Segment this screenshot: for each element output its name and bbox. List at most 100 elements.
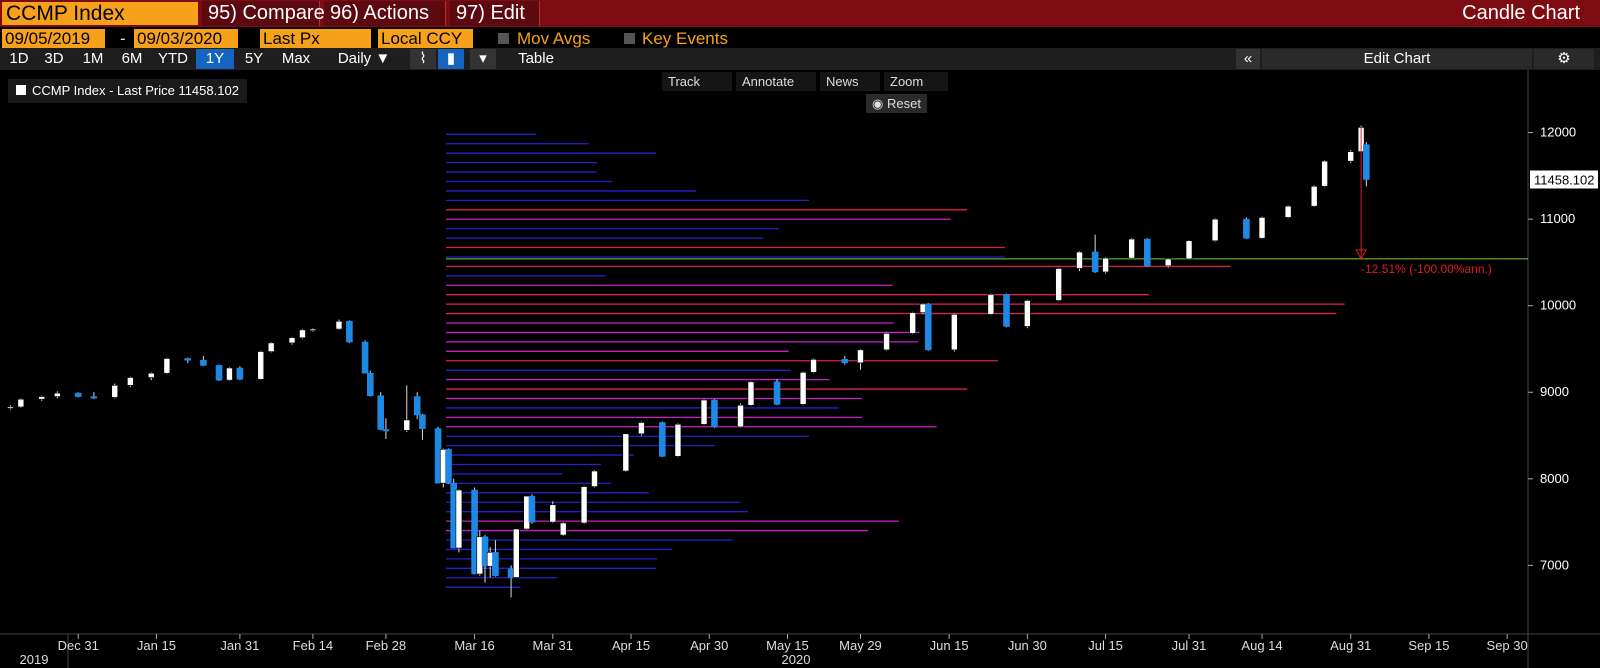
edit-button[interactable]: 97) Edit — [450, 1, 540, 26]
line-icon[interactable]: ⌇ — [410, 49, 436, 69]
candle-body — [413, 396, 421, 416]
candle-body — [200, 359, 207, 366]
x-tick-label: Feb 14 — [293, 638, 333, 653]
candle-body — [54, 392, 61, 397]
ticker-field[interactable]: CCMP Index — [2, 2, 198, 25]
period-button[interactable]: 6M — [121, 50, 143, 67]
candle-body — [382, 429, 390, 432]
x-tick-label: Sep 15 — [1408, 638, 1449, 653]
start-date[interactable]: 09/05/2019 — [2, 29, 105, 48]
candle-body — [38, 396, 46, 400]
table-button[interactable]: Table — [518, 50, 554, 67]
checkbox[interactable] — [624, 33, 635, 44]
x-tick-label: Jan 15 — [137, 638, 176, 653]
reset-button[interactable]: ◉ Reset — [866, 94, 927, 113]
mov-avgs[interactable]: Mov Avgs — [517, 29, 591, 48]
x-tick-label: Sep 30 — [1487, 638, 1528, 653]
candle-body — [288, 337, 296, 344]
tool-button[interactable]: Track — [662, 72, 732, 91]
x-tick-label: May 29 — [839, 638, 882, 653]
candle-body — [309, 328, 317, 331]
end-date[interactable]: 09/03/2020 — [134, 29, 238, 48]
period-button[interactable]: 1D — [9, 50, 29, 67]
candle-body — [215, 365, 223, 381]
candle-body — [74, 392, 82, 397]
view-title: Candle Chart — [1462, 2, 1580, 24]
y-tick-label: 11000 — [1540, 211, 1575, 226]
candle-body — [471, 489, 478, 575]
legend: CCMP Index - Last Price 11458.102 — [8, 79, 247, 103]
settings[interactable]: ⚙ — [1534, 49, 1594, 69]
period-button[interactable]: Max — [281, 50, 311, 67]
candle-body — [559, 522, 567, 536]
candle-body — [127, 377, 134, 386]
candle-body — [591, 470, 598, 487]
candle-body — [549, 504, 557, 523]
period-button[interactable]: 1Y — [196, 49, 234, 69]
candle-body — [638, 422, 645, 435]
period-button[interactable]: 3D — [44, 50, 64, 67]
period-button[interactable]: 5Y — [244, 50, 264, 67]
candle-body — [1055, 268, 1062, 301]
x-tick-label: Mar 31 — [533, 638, 573, 653]
candle-icon[interactable]: ▮ — [438, 49, 464, 69]
actions-button[interactable]: 96) Actions — [324, 1, 446, 26]
x-tick-label: Mar 16 — [454, 638, 494, 653]
period-button[interactable]: YTD — [158, 50, 188, 67]
tool-button[interactable]: Zoom — [884, 72, 948, 91]
tool-button[interactable]: News — [820, 72, 880, 91]
dropdown[interactable]: ▾ — [470, 49, 496, 69]
currency-select[interactable]: Local CCY — [378, 29, 473, 48]
tool-button[interactable]: Annotate — [736, 72, 816, 91]
candle-body — [1284, 205, 1292, 218]
candle-body — [299, 329, 306, 339]
candle-body — [147, 372, 155, 378]
candle-body — [163, 358, 171, 374]
year-label: 2019 — [20, 652, 49, 667]
x-tick-label: Apr 15 — [612, 638, 650, 653]
edit-chart[interactable]: Edit Chart — [1262, 49, 1532, 69]
candle-body — [1076, 251, 1083, 269]
y-tick-label: 12000 — [1540, 125, 1576, 140]
x-tick-label: Jan 31 — [220, 638, 259, 653]
x-tick-label: Jun 30 — [1008, 638, 1047, 653]
candle-body — [857, 349, 864, 364]
candle-body — [1024, 300, 1031, 327]
collapse[interactable]: « — [1236, 49, 1260, 69]
candle-body — [987, 294, 995, 315]
y-tick-label: 9000 — [1540, 384, 1569, 399]
last-price-tag — [1530, 170, 1598, 189]
candle-body — [841, 359, 849, 364]
candle-body — [1321, 160, 1328, 187]
candle-body — [580, 486, 588, 524]
chart: 7000 8000 9000 10000 11000 12000 Dec 31 Jan 15 J… — [0, 70, 1600, 668]
candle-body — [799, 372, 807, 405]
x-tick-label: Aug 31 — [1330, 638, 1371, 653]
candle-body — [90, 396, 98, 399]
key-events[interactable]: Key Events — [642, 29, 728, 48]
candle-body — [674, 423, 682, 457]
last-price-label: 11458.102 — [1534, 172, 1595, 187]
candle-body — [773, 381, 781, 405]
candle-body — [377, 395, 384, 430]
frequency[interactable]: Daily ▼ — [337, 50, 391, 67]
candle-body — [528, 495, 536, 523]
legend-swatch — [16, 85, 26, 95]
field-select[interactable]: Last Px — [260, 29, 371, 48]
candle-body — [711, 399, 718, 428]
x-tick-label: Jun 15 — [930, 638, 969, 653]
candle-body — [236, 367, 244, 380]
checkbox[interactable] — [498, 33, 509, 44]
candle-body — [1128, 238, 1135, 259]
compare-button[interactable]: 95) Compare — [202, 1, 325, 26]
y-tick-label: 8000 — [1540, 471, 1569, 486]
candle-body — [257, 351, 265, 380]
candle-body — [1310, 185, 1318, 207]
candle-body — [226, 367, 233, 381]
candle-body — [737, 404, 744, 428]
candle-body — [909, 312, 916, 334]
x-tick-label: Jul 31 — [1172, 638, 1207, 653]
candle-body — [445, 449, 452, 484]
period-button[interactable]: 1M — [82, 50, 104, 67]
settings-bar — [0, 27, 1600, 48]
